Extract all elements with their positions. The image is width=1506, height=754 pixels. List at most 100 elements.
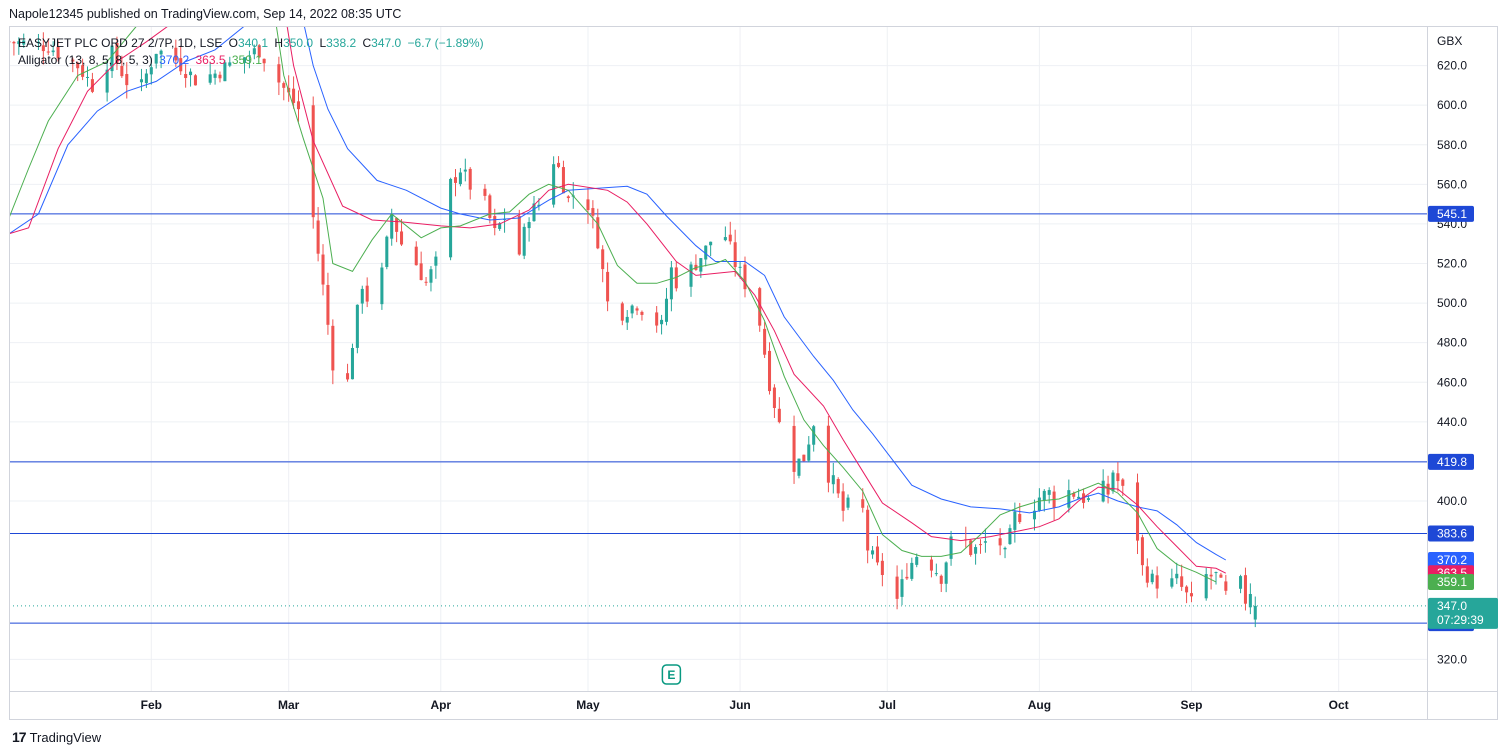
candle-body [1155,575,1159,589]
candle-body [498,223,502,229]
x-tick-label: May [576,698,600,712]
candle-body [400,231,404,245]
symbol-legend[interactable]: EASYJET PLC ORD 27 2/7P, 1D, LSE O340.1 … [18,36,487,50]
candle-body [900,579,904,597]
candle-body [71,59,75,62]
candle-body [56,46,60,59]
candle-body [390,214,394,239]
candle-body [630,305,634,314]
alligator-jaw-line [8,21,1227,561]
earnings-icon [661,664,682,685]
candle-body [350,348,354,380]
y-tick-label: 560.0 [1437,177,1467,191]
candle-body [758,288,762,326]
candle-body [483,188,487,196]
indicator-legend[interactable]: Alligator (13, 8, 5, 8, 5, 3) 370.2 363.… [18,53,265,67]
candle-body [115,42,119,64]
candle-body [90,79,94,92]
candle-body [929,559,933,571]
candle-body [1032,510,1036,520]
tradingview-logo-icon: 17 [12,729,27,745]
candle-body [763,328,767,355]
candle-body [895,576,899,599]
candle-body [527,222,531,229]
candle-body [1116,473,1120,482]
candle-body [449,178,453,258]
last-price-label: 347.0 [1437,599,1467,613]
candle-body [429,269,433,283]
alligator-price-label: 370.2 [1437,553,1467,567]
candle-body [81,65,85,77]
candle-body [277,64,281,83]
candle-body [1175,573,1179,579]
brand-name: TradingView [29,729,102,745]
candle-body [797,458,801,476]
candle-body [517,215,521,255]
candlesticks [7,32,1257,628]
candle-body [12,41,16,44]
candle-body [561,167,565,194]
candle-body [213,73,217,78]
candle-body [1145,566,1149,583]
chart-frame[interactable]: 320.0400.0420.0440.0460.0480.0500.0520.0… [7,1,1498,720]
candle-body [262,58,266,64]
level-price-label-box [1428,453,1474,470]
x-tick-label: Apr [430,698,451,712]
candle-body [1189,593,1194,597]
candle-body [915,556,919,565]
candle-body [566,196,570,199]
candle-body [1106,483,1110,495]
candle-body [360,288,364,304]
candle-body [591,208,595,216]
footer-brand[interactable]: 17 TradingView [12,729,101,745]
candle-body [365,285,369,302]
price-chart[interactable]: 320.0400.0420.0440.0460.0480.0500.0520.0… [7,1,1498,720]
candle-body [934,573,938,575]
candle-body [969,540,973,555]
candle-body [699,258,703,272]
x-tick-label: Feb [141,698,162,712]
candle-body [1018,514,1022,523]
candle-body [689,264,693,287]
candle-body [743,264,747,290]
candle-body [944,562,948,584]
candle-body [1224,581,1228,591]
candle-body [120,65,124,77]
candle-body [831,475,835,485]
currency-label: GBX [1437,34,1462,48]
candle-body [522,226,526,256]
earnings-marker[interactable]: E [661,664,682,685]
level-price-label: 383.6 [1437,526,1467,540]
level-price-label-box [1428,205,1474,222]
candle-body [655,312,659,326]
close-value: 347.0 [371,36,402,50]
candle-body [493,216,497,229]
candle-body [998,538,1002,546]
x-tick-label: Mar [278,698,300,712]
candle-body [1008,528,1012,545]
candle-body [257,45,261,58]
y-tick-label: 620.0 [1437,59,1467,73]
high-value: 350.0 [283,36,314,50]
candle-body [17,41,21,45]
axes: 320.0400.0420.0440.0460.0480.0500.0520.0… [9,26,1498,720]
candle-body [812,426,816,445]
candle-body [1042,490,1046,501]
low-value: 338.2 [326,36,357,50]
candle-body [792,425,796,472]
y-tick-label: 520.0 [1437,257,1467,271]
candle-body [414,246,418,266]
candle-body [596,217,600,249]
price-labels: 545.1419.8383.6338.3370.2363.5359.1347.0… [1428,205,1498,632]
candle-body [635,308,639,311]
alligator-price-label: 359.1 [1437,575,1467,589]
lips-value: 359.1 [231,53,262,67]
candle-body [723,237,727,241]
candle-body [247,55,251,57]
candle-body [1204,574,1208,599]
candle-body [292,88,296,103]
candle-body [669,267,673,300]
candle-body [866,509,870,551]
candle-body [85,76,90,78]
candle-body [861,499,865,508]
